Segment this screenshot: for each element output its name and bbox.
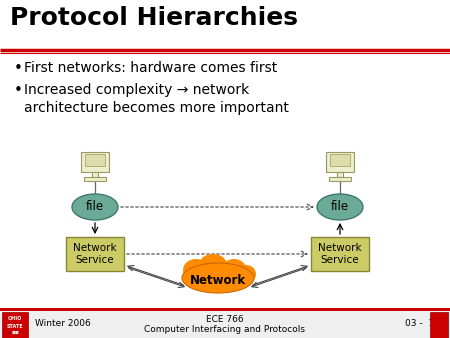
Ellipse shape bbox=[187, 271, 248, 292]
Text: ECE 766: ECE 766 bbox=[206, 315, 244, 324]
Ellipse shape bbox=[183, 259, 209, 281]
Ellipse shape bbox=[236, 265, 256, 283]
Text: STATE: STATE bbox=[7, 323, 23, 329]
FancyBboxPatch shape bbox=[85, 154, 105, 166]
Bar bbox=[92, 172, 98, 177]
Text: First networks: hardware comes first: First networks: hardware comes first bbox=[24, 61, 277, 75]
Ellipse shape bbox=[222, 259, 246, 279]
FancyBboxPatch shape bbox=[330, 154, 350, 166]
Bar bbox=[329, 177, 351, 181]
Ellipse shape bbox=[182, 263, 254, 293]
Bar bbox=[2, 312, 28, 338]
FancyBboxPatch shape bbox=[66, 237, 124, 271]
Bar bbox=[337, 172, 343, 177]
Bar bbox=[0, 311, 450, 338]
Ellipse shape bbox=[72, 194, 118, 220]
Ellipse shape bbox=[199, 254, 227, 276]
Ellipse shape bbox=[317, 194, 363, 220]
Text: Computer Interfacing and Protocols: Computer Interfacing and Protocols bbox=[144, 325, 306, 335]
Text: Network
Service: Network Service bbox=[318, 243, 362, 265]
Text: OHIO: OHIO bbox=[8, 315, 22, 320]
Bar bbox=[84, 177, 106, 181]
Text: •: • bbox=[14, 61, 23, 76]
Text: Winter 2006: Winter 2006 bbox=[35, 319, 91, 329]
FancyBboxPatch shape bbox=[81, 152, 109, 172]
Text: •: • bbox=[14, 83, 23, 98]
FancyBboxPatch shape bbox=[311, 237, 369, 271]
Text: Network: Network bbox=[190, 274, 246, 288]
Text: file: file bbox=[86, 200, 104, 214]
Bar bbox=[430, 312, 448, 338]
Text: Protocol Hierarchies: Protocol Hierarchies bbox=[10, 6, 298, 30]
Text: ■■: ■■ bbox=[11, 331, 19, 335]
Bar bbox=[0, 308, 450, 311]
Text: file: file bbox=[331, 200, 349, 214]
FancyBboxPatch shape bbox=[326, 152, 354, 172]
Text: Network
Service: Network Service bbox=[73, 243, 117, 265]
Text: 03 -  1: 03 - 1 bbox=[405, 319, 434, 329]
Text: Increased complexity → network
architecture becomes more important: Increased complexity → network architect… bbox=[24, 83, 289, 115]
